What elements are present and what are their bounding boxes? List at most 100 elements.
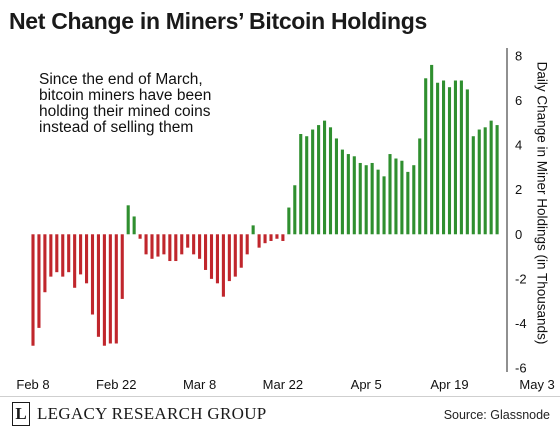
bar xyxy=(287,207,291,235)
bar xyxy=(180,234,184,255)
bar xyxy=(406,171,410,235)
bar xyxy=(281,234,285,241)
bar xyxy=(198,234,202,259)
bar xyxy=(376,169,380,235)
bar xyxy=(156,234,160,257)
bar xyxy=(221,234,225,297)
logo-text: LEGACY RESEARCH GROUP xyxy=(37,404,267,423)
bar xyxy=(352,156,356,235)
bar xyxy=(37,234,41,328)
y-tick-labels: 8 6 4 2 0 -2 -4 -6 xyxy=(515,49,527,376)
bar xyxy=(388,154,392,235)
bar xyxy=(79,234,83,275)
bar xyxy=(495,125,499,235)
bar xyxy=(144,234,148,255)
bar xyxy=(400,160,404,235)
bar xyxy=(311,129,315,235)
bar xyxy=(412,165,416,235)
bar xyxy=(328,127,333,235)
chart-annotation: Since the end of March, bitcoin miners h… xyxy=(39,71,212,136)
x-tick-label: Mar 8 xyxy=(183,377,216,392)
bar xyxy=(85,234,89,284)
y-tick-label: 8 xyxy=(515,49,522,64)
bar xyxy=(453,80,457,235)
bar xyxy=(436,82,440,235)
bar xyxy=(138,234,142,239)
bar xyxy=(394,158,398,235)
bar xyxy=(465,89,469,235)
source-note: Source: Glassnode xyxy=(443,408,550,422)
bar xyxy=(251,225,255,235)
y-axis-label: Daily Change in Miner Holdings (in Thous… xyxy=(534,61,550,345)
bar xyxy=(418,138,422,235)
bar xyxy=(215,234,219,284)
y-tick-label: 2 xyxy=(515,182,522,197)
bar xyxy=(299,134,303,235)
bar xyxy=(430,64,434,235)
bar xyxy=(263,234,267,244)
logo-mark-icon: L xyxy=(12,402,30,426)
bar xyxy=(370,162,374,235)
bar xyxy=(114,234,118,344)
bar xyxy=(108,234,112,344)
bar xyxy=(49,234,53,277)
bar xyxy=(61,234,65,277)
bar xyxy=(126,205,130,235)
bar xyxy=(168,234,172,262)
bar xyxy=(96,234,100,337)
bar xyxy=(43,234,47,293)
bar xyxy=(358,162,362,235)
bar xyxy=(132,216,136,235)
footer-divider xyxy=(0,396,560,397)
bar xyxy=(269,234,273,241)
bar xyxy=(233,234,237,277)
bar xyxy=(67,234,71,273)
bar xyxy=(424,78,428,235)
bar xyxy=(102,234,106,346)
bar xyxy=(120,234,124,299)
bar xyxy=(186,234,190,248)
x-tick-label: May 3 xyxy=(519,377,554,392)
y-tick-label: -4 xyxy=(515,316,527,331)
bar xyxy=(150,234,154,259)
bar xyxy=(346,154,350,235)
bar xyxy=(364,165,368,235)
chart-title: Net Change in Miners’ Bitcoin Holdings xyxy=(9,8,427,34)
x-tick-label: Feb 8 xyxy=(16,377,49,392)
bar xyxy=(73,234,77,288)
bar xyxy=(192,234,196,255)
bar xyxy=(442,80,446,235)
bar xyxy=(90,234,95,315)
bar xyxy=(55,234,59,273)
bar xyxy=(227,234,231,282)
legacy-research-logo: L LEGACY RESEARCH GROUP xyxy=(12,402,267,426)
bar xyxy=(257,234,261,248)
bar-series xyxy=(31,64,499,346)
x-tick-labels: Feb 8 Feb 22 Mar 8 Mar 22 Apr 5 Apr 19 May 3 xyxy=(16,377,554,392)
bar xyxy=(245,234,249,255)
bar-chart: 8 6 4 2 0 -2 -4 -6 Feb 8 Feb 22 Mar 8 Mar 22 Apr 5 A… xyxy=(16,48,555,392)
x-tick-label: Apr 5 xyxy=(351,377,382,392)
bar xyxy=(162,234,166,255)
bar xyxy=(293,185,297,235)
bar xyxy=(209,234,214,279)
bar xyxy=(204,234,208,270)
bar xyxy=(489,120,493,235)
x-tick-label: Apr 19 xyxy=(430,377,468,392)
bar xyxy=(447,87,452,235)
bar xyxy=(174,234,178,262)
y-tick-label: 0 xyxy=(515,227,522,242)
bar xyxy=(483,127,487,235)
bar xyxy=(275,234,279,239)
bar xyxy=(382,176,386,235)
x-tick-label: Mar 22 xyxy=(263,377,303,392)
bar xyxy=(334,138,338,235)
bar xyxy=(340,149,344,235)
bar xyxy=(317,125,321,235)
bar xyxy=(459,80,463,235)
bar xyxy=(323,120,327,235)
bar xyxy=(305,136,309,235)
y-tick-label: -6 xyxy=(515,361,527,376)
y-tick-label: 6 xyxy=(515,93,522,108)
bar xyxy=(239,234,243,268)
